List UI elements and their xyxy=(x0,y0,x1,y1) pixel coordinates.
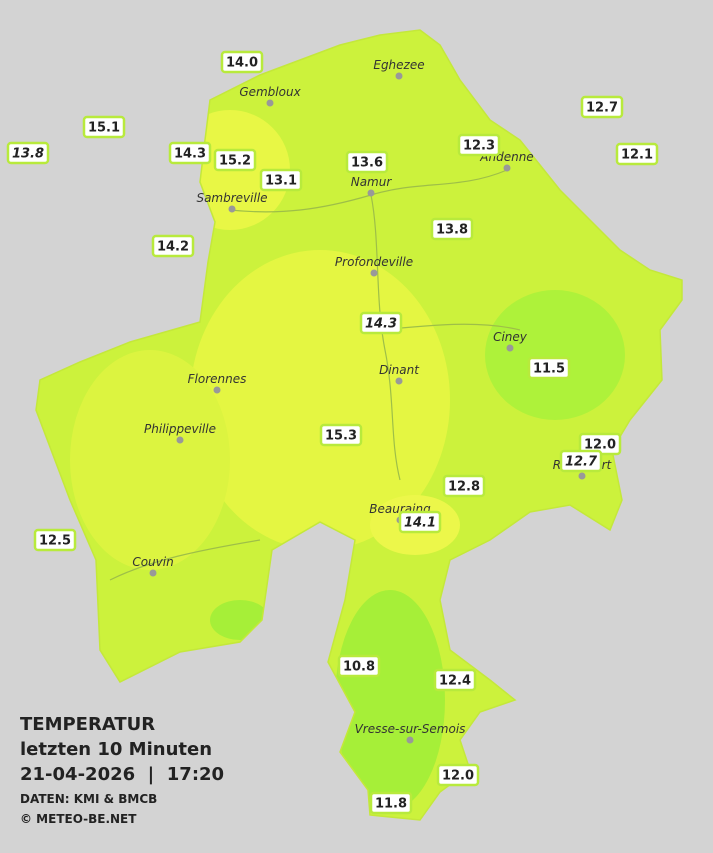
city-dot xyxy=(395,72,403,80)
station-value: 10.8 xyxy=(343,660,375,675)
city-label: Profondeville xyxy=(335,255,413,269)
station-value: 12.5 xyxy=(39,534,71,549)
station-box xyxy=(436,763,480,787)
station-value: 13.1 xyxy=(265,174,297,189)
station-box xyxy=(337,654,381,678)
station-box xyxy=(319,423,363,447)
city-label: Couvin xyxy=(132,555,173,569)
city-dot xyxy=(395,377,403,385)
station-value: 15.2 xyxy=(219,154,251,169)
station-value: 11.8 xyxy=(375,797,407,812)
city-dot xyxy=(176,436,184,444)
station-value: 14.2 xyxy=(157,240,189,255)
city-dot xyxy=(578,472,586,480)
city-dot xyxy=(266,99,274,107)
legend-period: letzten 10 Minuten xyxy=(20,739,212,760)
station-value: 11.5 xyxy=(533,362,565,377)
station-value: 12.4 xyxy=(439,674,471,689)
city-dot xyxy=(228,205,236,213)
station-value: 12.7 xyxy=(586,101,618,116)
legend-datetime: 21-04-2026 | 17:20 xyxy=(20,764,224,785)
station-value: 14.0 xyxy=(226,56,258,71)
legend-title: TEMPERATUR xyxy=(20,714,155,735)
city-label: Philippeville xyxy=(144,422,216,436)
city-label: Sambreville xyxy=(196,191,267,205)
station-box xyxy=(6,141,50,165)
station-value: 13.8 xyxy=(436,223,468,238)
station-value: 12.8 xyxy=(448,480,480,495)
city-label: Vresse-sur-Semois xyxy=(355,722,466,736)
city-dot xyxy=(149,569,157,577)
city-dot xyxy=(213,386,221,394)
city-dot xyxy=(406,736,414,744)
station-value: 12.1 xyxy=(621,148,653,163)
station-box xyxy=(442,474,486,498)
station-box xyxy=(168,141,212,165)
station-value: 14.3 xyxy=(174,147,206,162)
station-box xyxy=(615,142,659,166)
station-value: 14.3 xyxy=(365,317,397,332)
station-box xyxy=(33,528,77,552)
city-label: Eghezee xyxy=(373,58,424,72)
legend-source: DATEN: KMI & BMCB xyxy=(20,792,157,806)
city-label: Dinant xyxy=(379,363,420,377)
station-value: 12.3 xyxy=(463,139,495,154)
station-value: 15.3 xyxy=(325,429,357,444)
station-box xyxy=(369,791,413,815)
station-box xyxy=(345,150,389,174)
station-box xyxy=(527,356,571,380)
labels: EghezeeGemblouxAndenneNamurSambrevillePr… xyxy=(6,50,659,815)
station-box xyxy=(398,510,442,534)
city-dot xyxy=(506,344,514,352)
station-box xyxy=(433,668,477,692)
city-dot xyxy=(370,269,378,277)
station-box xyxy=(259,168,303,192)
city-dot xyxy=(503,164,511,172)
station-box xyxy=(213,148,257,172)
station-box xyxy=(151,234,195,258)
city-label: Namur xyxy=(351,175,393,189)
station-box xyxy=(559,449,603,473)
station-box xyxy=(580,95,624,119)
station-value: 13.8 xyxy=(12,147,44,162)
station-value: 12.7 xyxy=(565,455,598,470)
station-value: 14.1 xyxy=(404,516,436,531)
station-value: 12.0 xyxy=(442,769,474,784)
station-box xyxy=(220,50,264,74)
station-box xyxy=(82,115,126,139)
station-box xyxy=(359,311,403,335)
city-label: Florennes xyxy=(188,372,247,386)
station-value: 12.0 xyxy=(584,438,616,453)
station-value: 15.1 xyxy=(88,121,120,136)
station-box xyxy=(457,133,501,157)
station-value: 13.6 xyxy=(351,156,383,171)
city-label: Ciney xyxy=(493,330,528,344)
city-label: Gembloux xyxy=(239,85,301,99)
station-box xyxy=(430,217,474,241)
city-dot xyxy=(367,189,375,197)
legend-copyright: © METEO-BE.NET xyxy=(20,812,137,826)
